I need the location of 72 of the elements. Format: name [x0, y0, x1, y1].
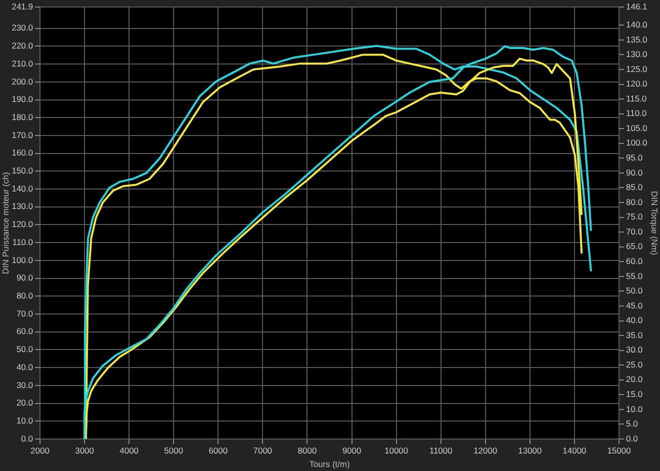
y-tick-label: 150.0	[12, 166, 34, 176]
y2-tick-label: 85.0	[626, 182, 643, 192]
y-tick-label: 160.0	[12, 148, 34, 158]
y-tick-label: 50.0	[16, 344, 34, 354]
x-tick-label: 3000	[75, 445, 94, 456]
y2-tick-label: 15.0	[626, 389, 643, 399]
y2-tick-label: 105.0	[626, 122, 648, 133]
y-tick-label: 120.0	[12, 219, 34, 230]
x-tick-label: 13000	[518, 445, 542, 456]
y2-tick-label: 140.0	[626, 19, 648, 30]
y2-tick-label: 65.0	[626, 241, 643, 252]
y2-tick-label: 130.0	[626, 49, 648, 60]
y-tick-label: 40.0	[16, 362, 34, 372]
y-tick-label: 241.9	[12, 1, 34, 12]
y-tick-label: 60.0	[16, 326, 34, 336]
y2-tick-label: 20.0	[626, 374, 643, 384]
y-axis-title: DIN Puissance moteur (ch)	[0, 172, 10, 274]
y2-tick-label: 135.0	[626, 34, 648, 44]
y2-axis-title: DIN Torque (Nm)	[650, 191, 660, 256]
x-tick-label: 15000	[607, 445, 632, 456]
y-tick-label: 80.0	[16, 290, 34, 301]
y2-tick-label: 100.0	[626, 138, 648, 148]
y2-tick-label: 80.0	[626, 196, 643, 207]
y-tick-label: 170.0	[12, 130, 34, 140]
y-tick-label: 140.0	[12, 183, 34, 194]
y-tick-label: 180.0	[12, 112, 34, 122]
y2-tick-label: 75.0	[626, 212, 643, 222]
y-tick-label: 210.0	[12, 58, 34, 68]
y2-tick-label: 50.0	[626, 286, 643, 296]
x-tick-label: 10000	[384, 445, 408, 456]
y-tick-label: 20.0	[16, 398, 34, 408]
y2-tick-label: 115.0	[626, 93, 647, 104]
y-tick-label: 110.0	[12, 236, 34, 247]
y-tick-label: 220.0	[12, 40, 34, 51]
y2-tick-label: 30.0	[626, 344, 643, 355]
x-tick-label: 6000	[208, 445, 228, 456]
y-tick-label: 200.0	[12, 76, 34, 86]
y2-tick-label: 146.1	[626, 1, 648, 12]
y-tick-label: 100.0	[12, 254, 34, 265]
y2-tick-label: 40.0	[626, 315, 643, 326]
y-tick-label: 10.0	[16, 415, 34, 426]
y2-tick-label: 70.0	[626, 226, 643, 236]
x-tick-label: 14000	[562, 445, 587, 456]
x-axis-title: Tours (t/m)	[309, 459, 350, 470]
x-tick-label: 5000	[164, 445, 184, 456]
y2-tick-label: 95.0	[626, 152, 643, 163]
y2-tick-label: 110.0	[626, 108, 647, 118]
x-tick-label: 8000	[298, 445, 317, 456]
y-tick-label: 230.0	[12, 22, 34, 33]
y-tick-label: 30.0	[16, 380, 34, 390]
y-tick-label: 90.0	[16, 272, 34, 283]
y2-tick-label: 5.0	[626, 418, 638, 429]
y2-tick-label: 60.0	[626, 256, 643, 266]
x-tick-label: 2000	[30, 445, 50, 456]
y2-tick-label: 55.0	[626, 270, 643, 281]
y2-tick-label: 10.0	[626, 404, 643, 414]
y-tick-label: 70.0	[16, 308, 34, 318]
y-tick-label: 0.0	[21, 433, 34, 444]
x-tick-label: 7000	[253, 445, 272, 456]
y2-tick-label: 0.0	[626, 433, 638, 444]
x-tick-label: 11000	[429, 445, 453, 456]
y2-tick-label: 120.0	[626, 78, 648, 89]
y2-tick-label: 125.0	[626, 64, 648, 74]
y2-tick-label: 25.0	[626, 359, 643, 370]
y-tick-label: 130.0	[12, 201, 34, 212]
x-tick-label: 12000	[474, 445, 498, 456]
x-tick-label: 4000	[120, 445, 139, 456]
x-tick-label: 9000	[342, 445, 362, 456]
y-tick-label: 190.0	[12, 94, 34, 104]
y2-tick-label: 35.0	[626, 330, 643, 340]
y2-tick-label: 90.0	[626, 167, 643, 178]
y2-tick-label: 45.0	[626, 300, 643, 310]
